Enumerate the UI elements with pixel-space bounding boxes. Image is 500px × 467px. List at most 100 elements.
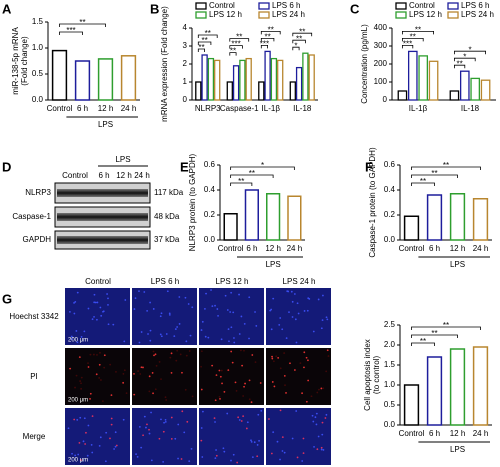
cell-dot xyxy=(227,328,230,331)
y-tick-label: 0.5 xyxy=(384,400,396,409)
legend-label: LPS 12 h xyxy=(209,10,242,19)
cell-dot xyxy=(154,353,157,356)
sig-label: *** xyxy=(231,40,240,49)
cell-dot xyxy=(164,419,167,421)
image-row: Merge xyxy=(23,432,46,441)
cell-dot xyxy=(219,375,222,378)
bar xyxy=(266,193,281,241)
cell-dot xyxy=(325,316,328,319)
cell-dot xyxy=(295,410,298,412)
cell-dot xyxy=(140,331,143,333)
cell-dot xyxy=(145,426,147,429)
sig-label: ** xyxy=(198,43,204,52)
cell-dot xyxy=(151,372,154,374)
cell-dot xyxy=(290,290,293,293)
cell-dot xyxy=(279,317,282,319)
cell-dot xyxy=(242,415,245,418)
sig-bracket xyxy=(411,326,481,330)
micrographs xyxy=(65,288,331,465)
sig-label: ** xyxy=(238,177,244,186)
cell-dot xyxy=(238,293,240,296)
cell-dot xyxy=(211,305,214,308)
scale-label: 200 μm xyxy=(68,458,88,464)
bar xyxy=(426,194,443,241)
cell-dot xyxy=(179,353,182,356)
cell-dot xyxy=(311,414,314,417)
blot-band xyxy=(57,189,148,197)
panel-letter: F xyxy=(365,159,373,174)
cell-dot xyxy=(169,356,172,359)
cell-dot xyxy=(254,361,257,364)
cell-dot xyxy=(318,388,320,391)
cell-dot xyxy=(107,297,109,300)
cell-dot xyxy=(270,328,273,331)
cell-dot xyxy=(317,435,320,438)
cell-dot xyxy=(109,437,111,440)
cell-dot xyxy=(148,428,150,431)
cell-dot xyxy=(78,441,81,444)
cell-dot xyxy=(89,397,91,400)
x-tick-label: 24 h xyxy=(473,244,489,253)
blot-band xyxy=(57,236,148,244)
bar xyxy=(270,57,278,101)
y-tick-label: 0 xyxy=(383,95,388,104)
micrograph xyxy=(266,348,331,405)
cell-dot xyxy=(114,445,117,448)
cell-dot xyxy=(271,381,274,383)
image-row: Hoechst 3342 xyxy=(9,312,59,321)
sig-bracket xyxy=(402,38,424,42)
cell-dot xyxy=(218,395,221,398)
cell-dot xyxy=(283,451,286,454)
cell-dot xyxy=(240,349,242,352)
blot-row: GAPDH xyxy=(23,235,52,244)
cell-dot xyxy=(230,326,233,329)
x-tick-label: IL-18 xyxy=(461,104,480,113)
cell-dot xyxy=(74,300,77,303)
cell-dot xyxy=(170,416,173,419)
cell-dot xyxy=(110,423,113,426)
bar xyxy=(120,55,137,101)
blot-column: 12 h xyxy=(116,171,132,180)
cell-dot xyxy=(166,290,169,293)
bar xyxy=(245,57,252,101)
cell-dot xyxy=(271,355,273,358)
cell-dot xyxy=(160,312,163,315)
cell-dot xyxy=(71,452,73,455)
cell-dot xyxy=(115,444,118,447)
cell-dot xyxy=(138,425,141,428)
sig-bracket xyxy=(454,50,486,55)
legend-swatch xyxy=(395,11,407,19)
cell-dot xyxy=(146,423,148,426)
cell-dot xyxy=(124,299,127,301)
y-axis-label: (to control) xyxy=(372,356,381,395)
cell-dot xyxy=(78,356,81,359)
sig-bracket xyxy=(59,31,83,35)
cell-dot xyxy=(221,382,223,385)
cell-dot xyxy=(307,379,310,382)
cell-dot xyxy=(133,308,136,310)
scale-label: 200 μm xyxy=(68,338,88,344)
cell-dot xyxy=(175,359,178,362)
cell-dot xyxy=(215,449,217,451)
cell-dot xyxy=(187,303,190,305)
cell-dot xyxy=(326,318,329,321)
x-tick-label: IL-18 xyxy=(293,104,312,113)
cell-dot xyxy=(80,335,83,338)
cell-dot xyxy=(327,355,330,357)
cell-dot xyxy=(106,293,109,295)
y-tick-label: 0.4 xyxy=(204,185,216,194)
sig-label: ** xyxy=(420,177,426,186)
x-tick-label: 12 h xyxy=(450,244,466,253)
bar xyxy=(201,54,208,101)
sig-bracket xyxy=(260,31,281,35)
cell-dot xyxy=(177,457,179,460)
cell-dot xyxy=(75,330,78,332)
cell-dot xyxy=(326,349,329,352)
cell-dot xyxy=(73,312,76,315)
cell-dot xyxy=(191,306,194,309)
cell-dot xyxy=(210,289,212,291)
cell-dot xyxy=(104,460,107,463)
cell-dot xyxy=(164,396,167,399)
cell-dot xyxy=(99,436,102,439)
cell-dot xyxy=(322,387,325,390)
